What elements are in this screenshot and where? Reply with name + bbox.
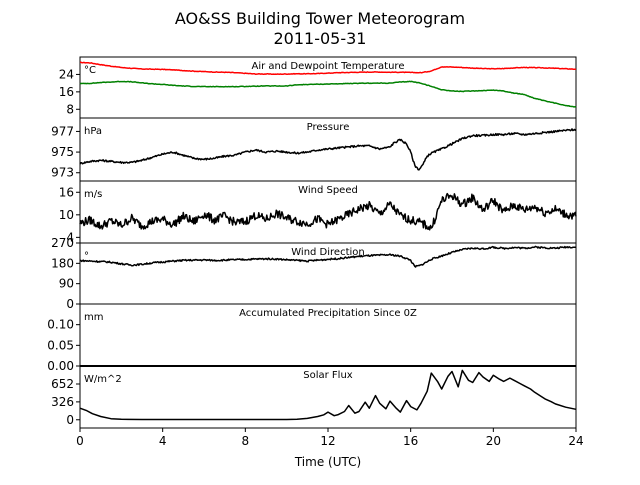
panel-2-series-0 <box>79 192 577 231</box>
panel-2-ytick-label: 10 <box>59 208 74 222</box>
panel-1-ytick-label: 975 <box>51 145 74 159</box>
figure-title-line1: AO&SS Building Tower Meteorogram <box>175 9 465 28</box>
panel-3-ytick-label: 270 <box>51 236 74 250</box>
panel-3-ytick-label: 90 <box>59 277 74 291</box>
panel-4-ytick-label: 0.00 <box>47 359 74 373</box>
x-tick-label: 12 <box>320 434 335 448</box>
panel-0-unit: °C <box>84 65 96 76</box>
x-tick-label: 20 <box>486 434 501 448</box>
panel-3-ytick-label: 0 <box>66 297 74 311</box>
panel-0-series-1 <box>79 80 577 108</box>
panel-2-title: Wind Speed <box>298 185 358 196</box>
panel-3-title: Wind Direction <box>291 247 365 258</box>
panels-group: 8 16 24 Air and Dewpoint Temperature °C 973 97… <box>47 56 584 448</box>
panel-2-unit: m/s <box>84 189 102 200</box>
x-tick-label: 16 <box>403 434 418 448</box>
panel-4-unit: mm <box>84 312 103 323</box>
panel-3-unit: ° <box>84 251 89 262</box>
panel-5-ytick-label: 652 <box>51 377 74 391</box>
panel-4-ytick-label: 0.05 <box>47 338 74 352</box>
panel-3-series-0 <box>79 245 576 268</box>
x-tick-label: 0 <box>76 434 84 448</box>
x-axis-label: Time (UTC) <box>294 455 361 469</box>
figure-title-line2: 2011-05-31 <box>274 29 367 48</box>
panel-5-ytick-label: 326 <box>51 395 74 409</box>
panel-0-series-0 <box>79 61 577 76</box>
panel-5-unit: W/m^2 <box>84 374 122 385</box>
panel-0-ytick-label: 8 <box>66 102 74 116</box>
panel-0-title: Air and Dewpoint Temperature <box>252 61 405 72</box>
x-tick-label: 8 <box>242 434 250 448</box>
panel-0-ytick-label: 24 <box>59 67 74 81</box>
panel-5-ytick-label: 0 <box>66 413 74 427</box>
panel-2-ytick-label: 4 <box>66 230 74 244</box>
panel-3-ytick-label: 180 <box>51 256 74 270</box>
x-tick-label: 24 <box>568 434 583 448</box>
panel-1-title: Pressure <box>307 122 350 133</box>
panel-0-ytick-label: 16 <box>59 85 74 99</box>
panel-5-title: Solar Flux <box>303 370 353 381</box>
panel-1-ytick-label: 973 <box>51 166 74 180</box>
panel-1-unit: hPa <box>84 126 102 137</box>
panel-2-ytick-label: 16 <box>59 185 74 199</box>
panel-4-ytick-label: 0.10 <box>47 318 74 332</box>
x-tick-label: 4 <box>159 434 167 448</box>
panel-4-title: Accumulated Precipitation Since 0Z <box>239 308 417 319</box>
panel-1-series-0 <box>79 128 577 171</box>
panel-5-series-0 <box>79 369 577 421</box>
panel-1-ytick-label: 977 <box>51 124 74 138</box>
